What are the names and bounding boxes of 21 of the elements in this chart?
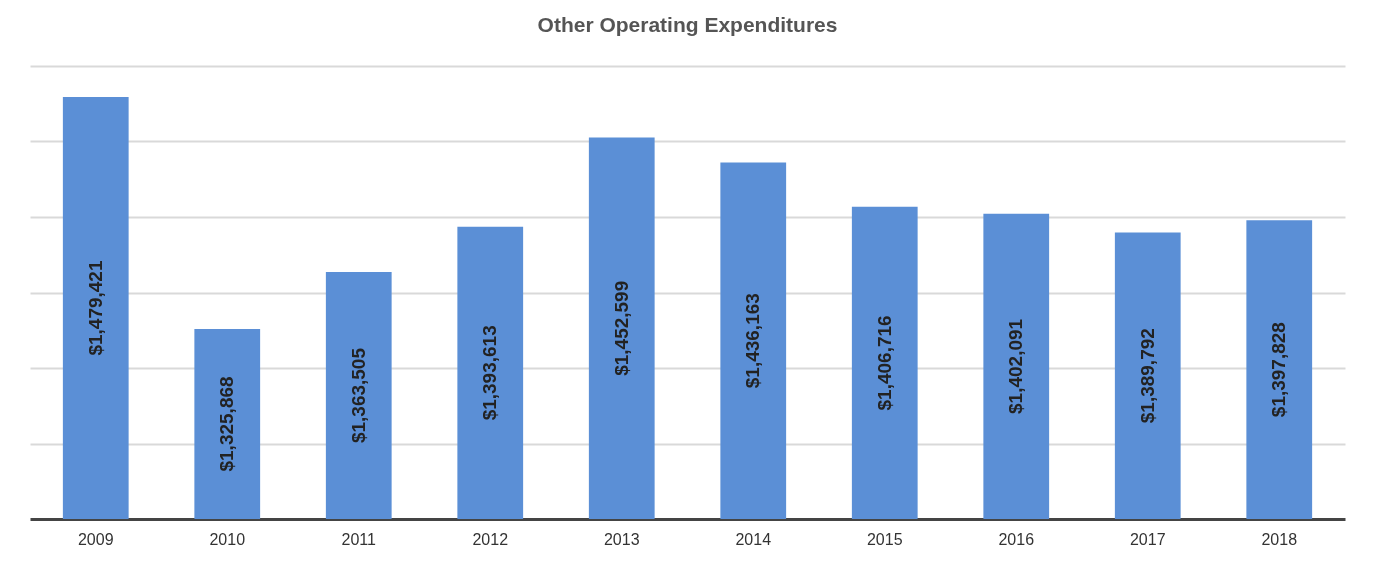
x-tick-label: 2016 [998, 530, 1035, 548]
data-label: $1,389,792 [1136, 328, 1158, 424]
x-tick-label: 2012 [472, 530, 509, 548]
x-tick-label: 2018 [1261, 530, 1298, 548]
data-label: $1,397,828 [1268, 322, 1290, 418]
data-label: $1,393,613 [479, 325, 501, 421]
x-tick-label: 2011 [341, 530, 377, 548]
data-label: $1,406,716 [873, 315, 895, 411]
data-label: $1,436,163 [742, 293, 764, 389]
data-label: $1,479,421 [84, 260, 106, 356]
x-tick-label: 2013 [603, 530, 640, 548]
x-tick-label: 2017 [1129, 530, 1166, 548]
x-tick-label: 2014 [735, 530, 772, 548]
data-label: $1,402,091 [1005, 318, 1027, 414]
data-label: $1,452,599 [610, 280, 632, 376]
chart-title: Other Operating Expenditures [537, 13, 838, 36]
x-tick-label: 2010 [209, 530, 246, 548]
data-label: $1,325,868 [216, 376, 238, 472]
data-label: $1,363,505 [347, 347, 369, 444]
x-tick-label: 2009 [77, 530, 114, 548]
x-tick-label: 2015 [866, 530, 903, 548]
